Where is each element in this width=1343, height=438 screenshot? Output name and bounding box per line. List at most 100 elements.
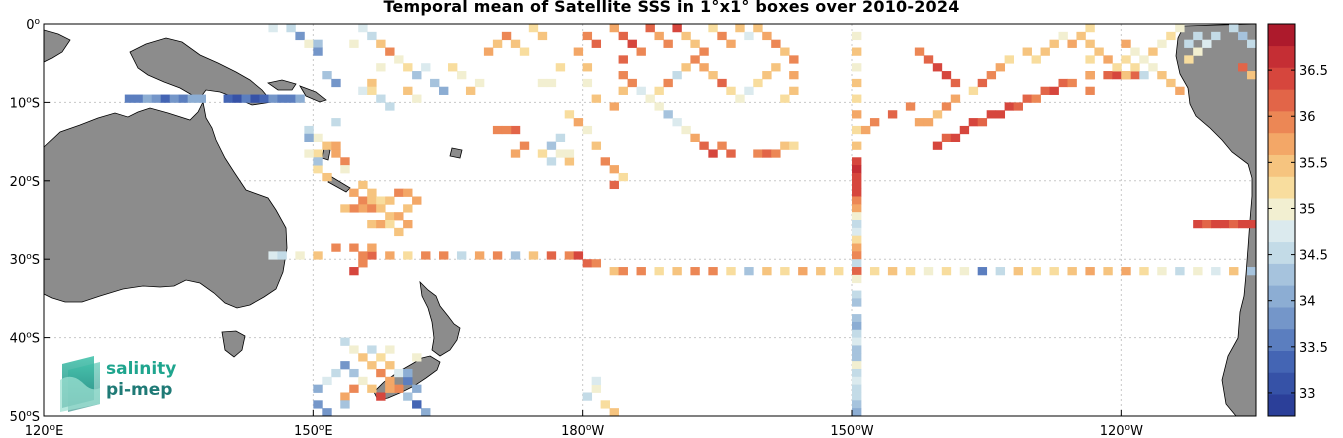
sss-cell-bra-30S-24	[654, 267, 664, 276]
sss-cell-coral-34	[349, 204, 359, 213]
sss-cell-west-north-68	[591, 141, 602, 150]
sss-cell-sth-25S-0	[1193, 220, 1203, 229]
sss-cell-mid-box-34	[1085, 39, 1095, 48]
sss-cell-tas-150W-9	[852, 165, 862, 174]
sss-cell-coral-16	[358, 196, 368, 205]
sss-cell-west-north-40	[735, 94, 745, 103]
sss-cell-bra-30S-28	[726, 267, 736, 276]
sss-cell-west-png-12	[430, 78, 440, 88]
sss-cell-tas-150W-2	[852, 63, 862, 72]
sss-cell-tasman-25	[385, 361, 395, 370]
sss-cell-west-north-29	[636, 86, 646, 95]
sss-cell-tas-150W-0	[852, 31, 862, 41]
south-america	[1175, 24, 1256, 416]
colorbar-segment-8	[1268, 220, 1295, 243]
sss-cell-tasman-6	[394, 384, 404, 393]
sss-cell-tas-150W-3	[852, 78, 862, 88]
sss-cell-coral-17	[367, 196, 377, 205]
sss-cell-east-eq-2	[1247, 39, 1256, 48]
sss-cell-west-north-81	[519, 141, 530, 150]
sss-cell-bra-30S-42	[977, 267, 988, 276]
y-axis-ticks: 0o 10oS 20oS 30oS 40oS 50oS	[10, 17, 50, 425]
sss-cell-coral-40	[358, 251, 368, 260]
sss-cell-bra-30S-9	[421, 251, 431, 260]
sss-cell-west-north-28	[627, 78, 637, 88]
colorbar-segment-13	[1268, 111, 1295, 134]
sss-cell-tas-150W-19	[852, 243, 862, 252]
map-title: Temporal mean of Satellite SSS in 1°x1° …	[383, 0, 960, 16]
sss-cell-west-north-56	[771, 149, 781, 158]
sss-cell-mid-box-17	[1049, 39, 1059, 48]
sss-cell-mid-box-46	[1184, 55, 1194, 64]
sss-cell-bra-30S-14	[510, 251, 521, 260]
sss-cell-bra-30S-33	[816, 267, 826, 276]
colorbar-label-6: 33.5	[1299, 341, 1328, 356]
sss-cell-tasman-4	[376, 368, 386, 378]
sss-cell-west-north-59	[573, 47, 584, 56]
sss-cell-mid-diag-18	[1112, 71, 1122, 80]
sss-cell-bra-30S-61	[1319, 267, 1328, 275]
sss-cell-east-eq-7	[1301, 48, 1310, 56]
sss-cell-coral-19	[385, 196, 395, 205]
colorbar-segment-5	[1268, 285, 1295, 308]
sss-cell-mid-box-44	[1166, 78, 1176, 88]
sss-cell-sth-25S-6	[1247, 220, 1256, 229]
colorbar-segment-2	[1268, 350, 1295, 373]
sss-cell-tas-150W-6	[852, 125, 862, 135]
sss-cell-west-png-42	[259, 94, 269, 103]
sss-cell-bra-30S-36	[869, 267, 880, 276]
sss-cell-tas-150W-38	[852, 408, 862, 416]
sss-cell-west-north-94	[555, 63, 566, 72]
sss-cell-bra-30S-43	[995, 267, 1006, 276]
sss-cell-west-north-12	[717, 31, 727, 41]
sss-cell-west-png-30	[133, 94, 144, 103]
sss-cell-bra-30S-49	[1103, 267, 1113, 276]
sss-cell-mid-diag-9	[1013, 102, 1023, 111]
sss-cell-mid-box-9	[968, 86, 979, 95]
x-tick-label-0: 120oE	[25, 423, 64, 438]
sss-cell-nz-coast-2	[600, 400, 610, 409]
sss-cell-west-north-30	[645, 94, 655, 103]
sss-cell-coral-2	[322, 141, 332, 150]
sss-cell-west-north-0	[609, 24, 619, 33]
sss-cell-bra-30S-23	[636, 267, 646, 276]
sss-cell-west-north-42	[753, 78, 763, 88]
sss-cell-west-north-31	[654, 86, 664, 95]
sss-cell-coral-25	[385, 212, 395, 221]
sss-cell-tas-150W-16	[852, 220, 862, 229]
sss-cell-tasman-34	[412, 353, 422, 362]
sss-cell-mid-box-39	[1121, 55, 1131, 64]
sss-cell-bra-30S-20	[591, 259, 602, 268]
sss-cell-coral-13	[304, 149, 314, 158]
sss-cell-west-north-82	[492, 125, 503, 135]
sss-cell-tasman-22	[313, 400, 323, 409]
colorbar-segment-3	[1268, 328, 1295, 351]
sss-cell-coral-26	[394, 212, 404, 221]
sss-cell-east-eq-8	[1310, 55, 1319, 63]
sss-cell-coral-1	[313, 133, 323, 142]
sss-cell-east-eq-1	[1238, 31, 1248, 41]
sss-cell-tas-150W-32	[852, 361, 862, 370]
new-zealand-north	[419, 280, 461, 357]
sss-cell-tas-150W-22	[852, 267, 862, 276]
sss-cell-west-north-21	[789, 71, 799, 80]
sss-cell-coral-32	[394, 227, 404, 237]
sss-cell-bra-30S-7	[385, 251, 395, 260]
sss-cell-west-north-87	[483, 47, 494, 56]
sss-cell-coral-18	[376, 196, 386, 205]
sss-cell-tasman-13	[367, 384, 377, 393]
sss-cell-west-png-32	[151, 94, 162, 103]
sss-cell-mid-box-12	[995, 63, 1006, 72]
sss-cell-tasman-7	[403, 392, 413, 401]
sss-cell-west-north-78	[564, 149, 575, 158]
sss-cell-tas-150W-26	[852, 314, 862, 323]
sss-cell-bra-30S-2	[295, 251, 305, 260]
sss-cell-bra-30S-44	[1013, 267, 1023, 276]
sss-cell-west-png-41	[250, 94, 260, 103]
sss-cell-west-north-71	[609, 180, 619, 190]
sss-cell-bra-30S-19	[582, 259, 593, 268]
sss-cell-west-north-89	[501, 31, 512, 41]
sss-cell-west-png-23	[313, 47, 323, 56]
sss-cell-tasman-0	[340, 337, 350, 346]
sss-cell-bra-30S-22	[618, 267, 628, 276]
